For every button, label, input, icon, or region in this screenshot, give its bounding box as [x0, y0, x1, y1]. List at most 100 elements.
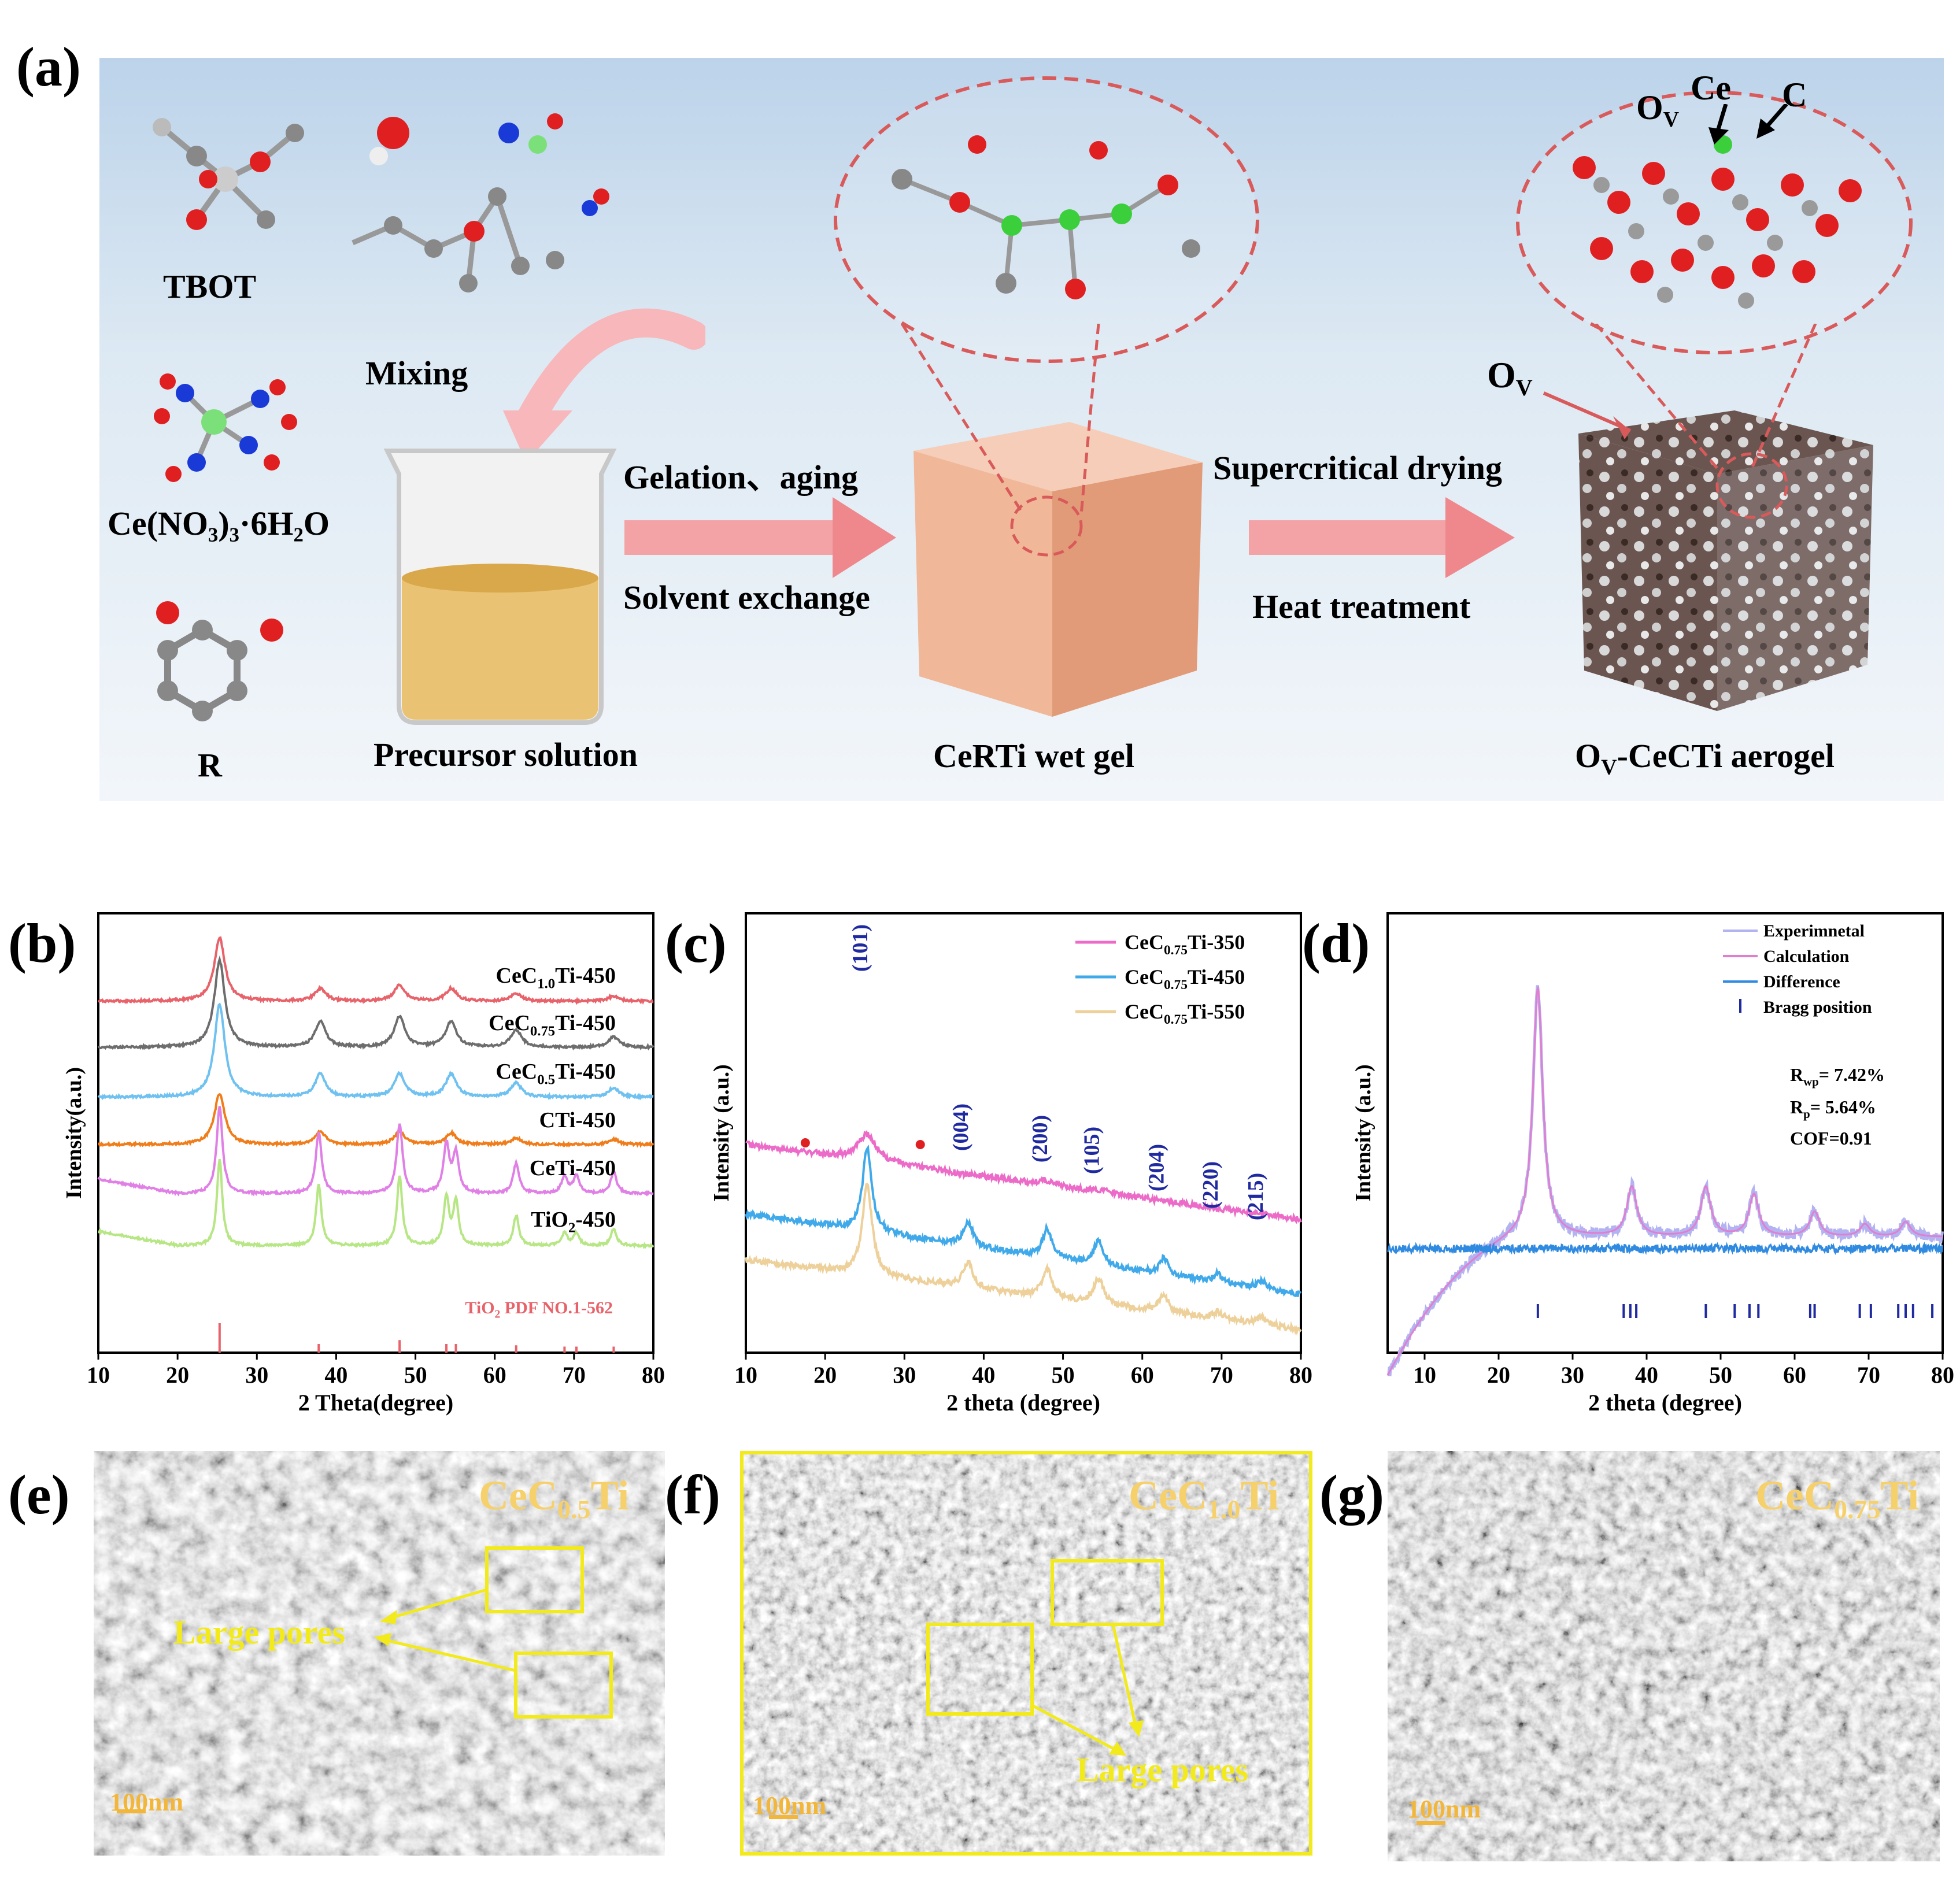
sem-f-title: CeC1.0Ti [1129, 1472, 1279, 1524]
chart-d-xlabel: 2 theta (degree) [1588, 1390, 1742, 1416]
ov-label: OV [1487, 354, 1533, 401]
sem-e-annotation: Large pores [173, 1613, 345, 1651]
heat-treatment-label: Heat treatment [1252, 588, 1471, 625]
chart-b-frame [97, 912, 654, 1354]
chart-c-xtick-label: 30 [893, 1362, 916, 1388]
chart-d: 10 20 30 40 50 60 70 80 2 theta (degree) Intensit… [1351, 912, 1954, 1416]
chart-d-xtick-label: 40 [1635, 1362, 1658, 1388]
chart-b-xtick-label: 20 [166, 1362, 189, 1388]
chart-d-legend-label: Bragg position [1763, 998, 1872, 1017]
beaker [383, 449, 617, 725]
chart-d-xtick-label: 20 [1487, 1362, 1510, 1388]
gelation-label: Gelation、aging [623, 458, 859, 496]
chart-c-xtick-label: 70 [1210, 1362, 1233, 1388]
chart-b: 10 20 30 40 50 60 70 80 2 Theta(degree) Intensity… [62, 912, 665, 1416]
mixing-arrow [503, 308, 705, 462]
chart-b-xtick-label: 80 [642, 1362, 665, 1388]
chart-c-xtick-label: 50 [1052, 1362, 1075, 1388]
panel-a-label: (a) [16, 36, 81, 98]
chart-b-series-label: TiO2-450 [531, 1208, 616, 1236]
gelation-arrow [624, 497, 896, 578]
sem-image-e [94, 1451, 665, 1856]
sem-e-title: CeC0.5Ti [479, 1472, 630, 1524]
sem-f-annotation: Large pores [1077, 1751, 1248, 1789]
supercritical-arrow [1249, 497, 1515, 578]
wet-gel-zoom-guides [900, 324, 1100, 516]
chart-c-marker [915, 1140, 925, 1149]
chart-d-cof: COF=0.91 [1790, 1128, 1872, 1149]
chart-d-xtick-label: 50 [1709, 1362, 1732, 1388]
aerogel-zoom [1516, 91, 1913, 354]
chart-b-series-line [98, 1158, 654, 1250]
chart-d-calculation-line [1386, 985, 1943, 1376]
aerogel-zoom-guides [1595, 324, 1817, 469]
chart-b-ylabel: Intensity(a.u.) [62, 1067, 86, 1199]
sem-image-g [1388, 1451, 1940, 1861]
resorcinol-molecule [156, 601, 283, 721]
chart-d-legend-label: Experimnetal [1763, 921, 1865, 940]
chart-b-xtick-label: 40 [324, 1362, 347, 1388]
chart-c-series-line [745, 1183, 1302, 1336]
reagent-mix-molecules [352, 113, 609, 292]
chart-b-xtick-label: 70 [563, 1362, 586, 1388]
tbot-molecule [153, 118, 304, 230]
chart-b-series-line [98, 936, 654, 1005]
solvent-exchange-label: Solvent exchange [623, 579, 870, 616]
chart-c-xtick-label: 20 [813, 1362, 837, 1388]
aerogel-label: OV-CeCTi aerogel [1575, 737, 1835, 780]
chart-d-legend-label: Difference [1763, 972, 1840, 991]
sem-image-f [740, 1451, 1312, 1856]
chart-c-peak-label: (105) [1079, 1127, 1104, 1174]
chart-d-xtick-label: 60 [1783, 1362, 1806, 1388]
chart-d-legend-label: Calculation [1763, 947, 1850, 966]
chart-c-peak-label: (204) [1145, 1144, 1169, 1191]
chart-d-difference-line [1386, 1241, 1943, 1256]
ce-nitrate-label: Ce(NO₃)₃·6H₂O [108, 505, 330, 542]
chart-c-marker [800, 1138, 810, 1147]
chart-c-peak-label: (215) [1244, 1173, 1268, 1220]
chart-c-xtick-label: 80 [1289, 1362, 1312, 1388]
chart-d-rwp: Rwp= 7.42% [1790, 1064, 1885, 1088]
wet-gel-label: CeRTi wet gel [933, 737, 1135, 775]
chart-c-peak-label: (200) [1028, 1115, 1052, 1162]
precursor-label: Precursor solution [373, 736, 638, 773]
mixing-label: Mixing [365, 354, 468, 392]
chart-b-xtick-label: 50 [404, 1362, 427, 1388]
wet-gel-zoom [834, 76, 1259, 363]
chart-d-frame [1386, 912, 1944, 1354]
supercritical-label: Supercritical drying [1213, 449, 1502, 487]
chart-b-series-line [97, 1002, 654, 1101]
sem-f-scale: 100nm [753, 1791, 827, 1820]
panel-e-label: (e) [8, 1464, 70, 1525]
chart-b-xtick-label: 30 [245, 1362, 268, 1388]
atom-pointer-arrows [1708, 104, 1788, 145]
chart-c-legend-label: CeC0.75Ti-350 [1125, 931, 1245, 958]
sem-g-scale: 100nm [1407, 1795, 1481, 1823]
chart-c-series-line [745, 1130, 1302, 1224]
panel-f-label: (f) [665, 1464, 720, 1525]
chart-d-ylabel: Intensity (a.u.) [1351, 1064, 1375, 1202]
tbot-label: TBOT [163, 268, 257, 305]
chart-b-series-line [97, 955, 654, 1051]
panel-c-label: (c) [665, 912, 727, 974]
chart-b-series-line [98, 1093, 654, 1148]
chart-c-xtick-label: 60 [1131, 1362, 1154, 1388]
ce-nitrate-molecule [154, 373, 297, 482]
chart-b-series-label: CeC1.0Ti-450 [496, 964, 616, 992]
chart-c-peak-label: (220) [1199, 1161, 1223, 1209]
sem-e-scale: 100nm [110, 1788, 184, 1816]
sem-g-title: CeC0.75Ti [1755, 1472, 1920, 1524]
chart-b-series-label: CeTi-450 [530, 1156, 616, 1180]
chart-c-frame [745, 912, 1302, 1354]
chart-b-series-label: CTi-450 [539, 1108, 616, 1132]
chart-b-reference-label: TiO2 PDF NO.1-562 [465, 1298, 613, 1321]
chart-c-ylabel: Intensity (a.u.) [709, 1064, 734, 1202]
wet-gel-cube [914, 422, 1203, 717]
chart-b-series-label: CeC0.5Ti-450 [496, 1060, 616, 1088]
chart-c-series-line [745, 1145, 1302, 1297]
chart-b-xtick-label: 10 [87, 1362, 110, 1388]
chart-c-legend-label: CeC0.75Ti-550 [1125, 1000, 1245, 1027]
atom-label-ce: Ce [1691, 69, 1731, 107]
chart-b-series-label: CeC0.75Ti-450 [489, 1011, 616, 1039]
aerogel-cube [1578, 410, 1873, 711]
